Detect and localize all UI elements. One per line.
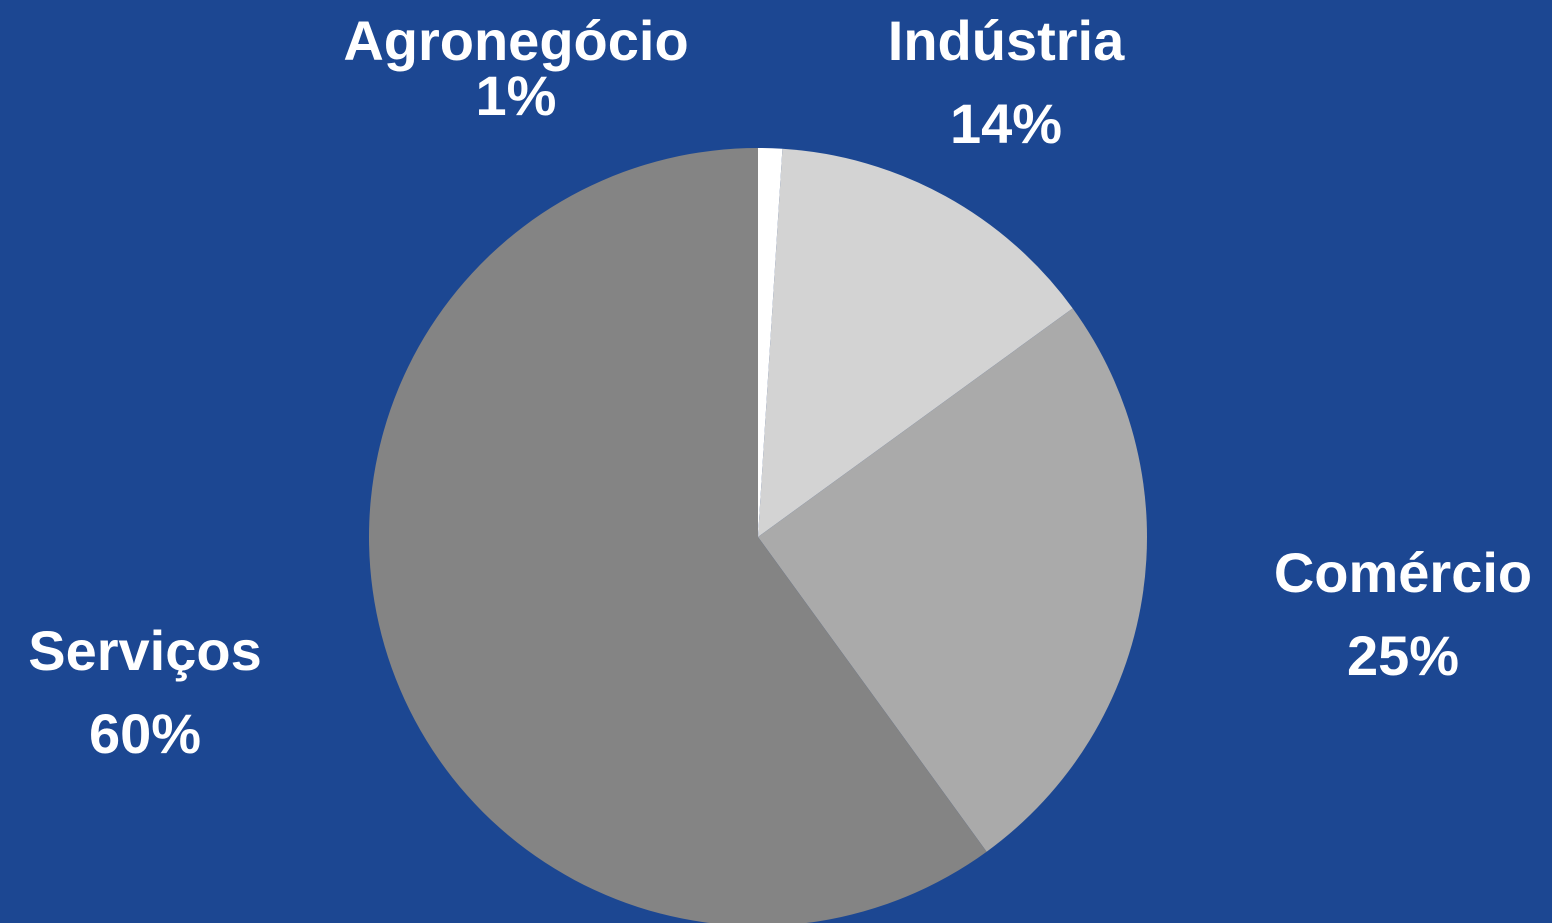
slice-label: Indústria — [888, 9, 1125, 72]
pie-slice — [758, 308, 1147, 852]
slice-value-label: 25% — [1347, 624, 1459, 687]
slice-label: Serviços — [28, 619, 262, 682]
slice-value-label: 60% — [89, 702, 201, 765]
slice-value-label: 1% — [476, 64, 557, 127]
pie-slice — [758, 148, 783, 537]
slice-label: Agronegócio — [343, 9, 688, 72]
slice-label: Comércio — [1274, 541, 1532, 604]
pie-slice — [758, 148, 1073, 537]
slice-value-label: 14% — [950, 92, 1062, 155]
pie-slice — [369, 148, 987, 923]
